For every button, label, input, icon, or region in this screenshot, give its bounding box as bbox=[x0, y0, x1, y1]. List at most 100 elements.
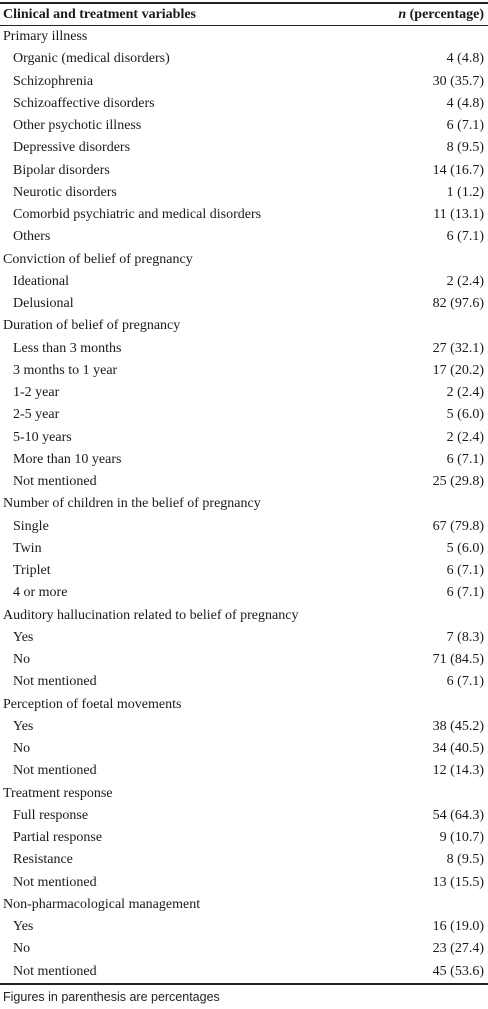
row-label: Yes bbox=[13, 629, 34, 645]
table-row: Yes 7 (8.3) bbox=[0, 627, 488, 649]
row-label: Schizoaffective disorders bbox=[13, 95, 155, 111]
table-row: Partial response 9 (10.7) bbox=[0, 827, 488, 849]
row-value: 9 (10.7) bbox=[439, 830, 484, 846]
table-row: 5-10 years 2 (2.4) bbox=[0, 427, 488, 449]
row-label: 3 months to 1 year bbox=[13, 362, 118, 378]
table-row: Yes 38 (45.2) bbox=[0, 716, 488, 738]
table-row: Organic (medical disorders) 4 (4.8) bbox=[0, 48, 488, 70]
header-percentage: (percentage) bbox=[406, 6, 484, 22]
row-label: No bbox=[13, 741, 31, 757]
row-label: Not mentioned bbox=[13, 874, 97, 890]
header-n-percentage: n (percentage) bbox=[363, 2, 488, 26]
row-value: 6 (7.1) bbox=[446, 118, 484, 134]
table-row: Single 67 (79.8) bbox=[0, 516, 488, 538]
section-title: Treatment response bbox=[3, 785, 113, 801]
row-value: 34 (40.5) bbox=[432, 741, 484, 757]
row-label: Yes bbox=[13, 718, 34, 734]
row-value: 17 (20.2) bbox=[432, 362, 484, 378]
table-row: Depressive disorders 8 (9.5) bbox=[0, 137, 488, 159]
section-header-row: Auditory hallucination related to belief… bbox=[0, 605, 488, 627]
row-value: 6 (7.1) bbox=[446, 451, 484, 467]
table-row: Not mentioned 13 (15.5) bbox=[0, 872, 488, 894]
table-row: Less than 3 months 27 (32.1) bbox=[0, 338, 488, 360]
section-header-row: Number of children in the belief of preg… bbox=[0, 493, 488, 515]
section-title: Perception of foetal movements bbox=[3, 696, 182, 712]
section-title: Number of children in the belief of preg… bbox=[3, 496, 261, 512]
section-header-row: Treatment response bbox=[0, 783, 488, 805]
row-label: Neurotic disorders bbox=[13, 184, 117, 200]
row-value: 14 (16.7) bbox=[432, 162, 484, 178]
header-variables: Clinical and treatment variables bbox=[0, 2, 364, 26]
row-value: 30 (35.7) bbox=[432, 73, 484, 89]
row-value: 6 (7.1) bbox=[446, 229, 484, 245]
section-header-row: Conviction of belief of pregnancy bbox=[0, 249, 488, 271]
clinical-variables-table: Clinical and treatment variables n (perc… bbox=[0, 2, 488, 985]
row-label: Less than 3 months bbox=[13, 340, 122, 356]
row-label: 1-2 year bbox=[13, 385, 60, 401]
row-value: 1 (1.2) bbox=[446, 184, 484, 200]
section-title: Conviction of belief of pregnancy bbox=[3, 251, 193, 267]
row-value: 6 (7.1) bbox=[446, 563, 484, 579]
table-row: 1-2 year 2 (2.4) bbox=[0, 382, 488, 404]
row-label: More than 10 years bbox=[13, 451, 122, 467]
row-label: Partial response bbox=[13, 830, 103, 846]
table-row: 2-5 year 5 (6.0) bbox=[0, 404, 488, 426]
row-value: 8 (9.5) bbox=[446, 140, 484, 156]
row-label: Ideational bbox=[13, 273, 69, 289]
section-header-row: Non-pharmacological management bbox=[0, 894, 488, 916]
table-row: Twin 5 (6.0) bbox=[0, 538, 488, 560]
row-label: Twin bbox=[13, 540, 42, 556]
row-value: 8 (9.5) bbox=[446, 852, 484, 868]
row-label: Schizophrenia bbox=[13, 73, 94, 89]
row-label: Yes bbox=[13, 919, 34, 935]
row-value: 6 (7.1) bbox=[446, 585, 484, 601]
section-title: Duration of belief of pregnancy bbox=[3, 318, 181, 334]
row-value: 2 (2.4) bbox=[446, 429, 484, 445]
table-row: Full response 54 (64.3) bbox=[0, 805, 488, 827]
table-row: More than 10 years 6 (7.1) bbox=[0, 449, 488, 471]
row-label: 4 or more bbox=[13, 585, 68, 601]
row-label: Other psychotic illness bbox=[13, 118, 142, 134]
table-row: Bipolar disorders 14 (16.7) bbox=[0, 160, 488, 182]
row-value: 16 (19.0) bbox=[432, 919, 484, 935]
row-value: 23 (27.4) bbox=[432, 941, 484, 957]
table-row: Yes 16 (19.0) bbox=[0, 916, 488, 938]
row-label: 5-10 years bbox=[13, 429, 72, 445]
row-label: Others bbox=[13, 229, 51, 245]
row-label: No bbox=[13, 652, 31, 668]
row-value: 13 (15.5) bbox=[432, 874, 484, 890]
table-row: Not mentioned 12 (14.3) bbox=[0, 760, 488, 782]
table-row: Not mentioned 6 (7.1) bbox=[0, 671, 488, 693]
row-value: 67 (79.8) bbox=[432, 518, 484, 534]
row-value: 27 (32.1) bbox=[432, 340, 484, 356]
row-label: Not mentioned bbox=[13, 763, 97, 779]
section-header-row: Duration of belief of pregnancy bbox=[0, 315, 488, 337]
row-value: 4 (4.8) bbox=[446, 95, 484, 111]
row-value: 38 (45.2) bbox=[432, 718, 484, 734]
row-value: 7 (8.3) bbox=[446, 629, 484, 645]
section-title: Primary illness bbox=[3, 29, 88, 45]
row-value: 54 (64.3) bbox=[432, 807, 484, 823]
table-row: Delusional 82 (97.6) bbox=[0, 293, 488, 315]
table-row: Not mentioned 45 (53.6) bbox=[0, 960, 488, 985]
section-header-row: Perception of foetal movements bbox=[0, 694, 488, 716]
table-row: Schizoaffective disorders 4 (4.8) bbox=[0, 93, 488, 115]
table-row: Schizophrenia 30 (35.7) bbox=[0, 71, 488, 93]
row-label: Not mentioned bbox=[13, 474, 97, 490]
table-footnote: Figures in parenthesis are percentages bbox=[3, 990, 220, 1004]
table-row: No 71 (84.5) bbox=[0, 649, 488, 671]
row-label: 2-5 year bbox=[13, 407, 60, 423]
table-row: 3 months to 1 year 17 (20.2) bbox=[0, 360, 488, 382]
row-label: Delusional bbox=[13, 296, 74, 312]
row-label: Depressive disorders bbox=[13, 140, 131, 156]
table-row: Triplet 6 (7.1) bbox=[0, 560, 488, 582]
row-value: 71 (84.5) bbox=[432, 652, 484, 668]
row-value: 25 (29.8) bbox=[432, 474, 484, 490]
row-value: 82 (97.6) bbox=[432, 296, 484, 312]
table-row: Resistance 8 (9.5) bbox=[0, 849, 488, 871]
row-label: Full response bbox=[13, 807, 89, 823]
table-body: Primary illness Organic (medical disorder… bbox=[0, 26, 488, 985]
row-label: No bbox=[13, 941, 31, 957]
row-value: 6 (7.1) bbox=[446, 674, 484, 690]
